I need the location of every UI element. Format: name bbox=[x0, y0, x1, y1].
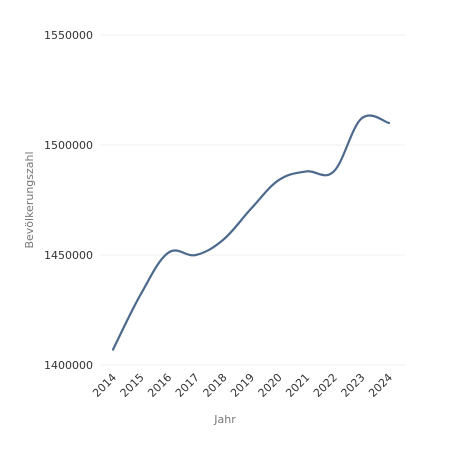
x-tick-label: 2023 bbox=[339, 371, 368, 400]
x-tick-label: 2015 bbox=[118, 371, 147, 400]
x-tick-label: 2018 bbox=[201, 371, 230, 400]
series-line bbox=[111, 114, 391, 351]
grid-lines bbox=[100, 34, 405, 366]
x-axis-ticks: 2014201520162017201820192020202120222023… bbox=[90, 371, 395, 400]
x-tick-label: 2016 bbox=[145, 371, 174, 400]
y-tick-label: 1550000 bbox=[44, 29, 93, 42]
x-tick-label: 2019 bbox=[228, 371, 257, 400]
x-tick-label: 2021 bbox=[283, 371, 312, 400]
x-axis-title: Jahr bbox=[213, 413, 236, 426]
y-tick-label: 1450000 bbox=[44, 249, 93, 262]
x-tick-label: 2017 bbox=[173, 371, 202, 400]
x-tick-label: 2022 bbox=[311, 371, 340, 400]
x-tick-label: 2024 bbox=[366, 371, 395, 400]
y-axis-ticks: 1400000 1450000 1500000 1550000 bbox=[44, 29, 93, 372]
y-tick-label: 1500000 bbox=[44, 139, 93, 152]
y-tick-label: 1400000 bbox=[44, 359, 93, 372]
x-tick-label: 2014 bbox=[90, 371, 119, 400]
y-axis-title: Bevölkerungszahl bbox=[23, 151, 36, 248]
x-tick-label: 2020 bbox=[256, 371, 285, 400]
